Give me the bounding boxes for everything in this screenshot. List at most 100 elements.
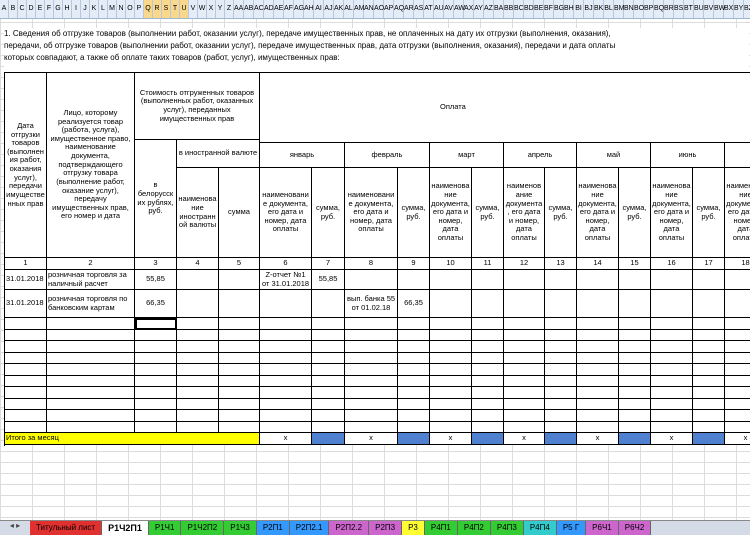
column-letter: P (135, 0, 144, 18)
column-letter: BK (594, 0, 604, 18)
column-letter: AJ (324, 0, 334, 18)
empty-cell (135, 341, 177, 353)
empty-cell (430, 410, 472, 422)
empty-cell (725, 398, 750, 410)
empty-cell (472, 410, 504, 422)
sheet-tab[interactable]: Р4П2 (457, 521, 491, 535)
sheet-tab[interactable]: Р1Ч2П1 (102, 521, 149, 535)
empty-cell (47, 341, 135, 353)
column-letter: Y (216, 0, 225, 18)
column-letter: Q (144, 0, 153, 18)
column-letter: AE (274, 0, 284, 18)
sheet-tab[interactable]: Р6Ч2 (618, 521, 652, 535)
empty-cell (47, 364, 135, 376)
sheet-tab[interactable]: Р4П1 (424, 521, 458, 535)
sheet-tab[interactable]: Р2П2.1 (289, 521, 330, 535)
column-letter: AD (264, 0, 274, 18)
empty-cell (725, 364, 750, 376)
column-number: 16 (651, 258, 693, 270)
empty-cell (472, 270, 504, 290)
total-label: Итого за месяц (5, 433, 260, 445)
sheet-tab[interactable]: Р1Ч2П2 (181, 521, 225, 535)
empty-cell (47, 410, 135, 422)
empty-cell (177, 270, 219, 290)
empty-cell (398, 329, 430, 341)
header-cell (725, 143, 750, 168)
sheet-tab[interactable]: Р2П3 (369, 521, 403, 535)
empty-cell (651, 341, 693, 353)
header-cell: Стоимость отгруженных товаров (выполненн… (135, 73, 260, 140)
empty-cell (345, 410, 398, 422)
empty-cell (260, 421, 312, 433)
column-number: 6 (260, 258, 312, 270)
column-letter: AS (414, 0, 424, 18)
column-letter: BQ (654, 0, 664, 18)
empty-cell (725, 318, 750, 330)
empty-cell (619, 318, 651, 330)
empty-cell (693, 352, 725, 364)
tab-nav[interactable]: ◂ ▸ (9, 521, 21, 530)
empty-cell (260, 352, 312, 364)
column-letter: AU (434, 0, 444, 18)
empty-cell (693, 318, 725, 330)
data-cell: 31.01.2018 (5, 270, 47, 290)
column-letter: AO (374, 0, 384, 18)
empty-cell (725, 410, 750, 422)
empty-cell (47, 387, 135, 399)
sheet-tab[interactable]: Р1Ч3 (224, 521, 257, 535)
column-number: 13 (545, 258, 577, 270)
data-cell: розничная торговля за наличный расчет (47, 270, 135, 290)
empty-cell (430, 270, 472, 290)
data-cell: 55,85 (312, 270, 345, 290)
header-cell: сумма, руб. (545, 168, 577, 258)
empty-cell (398, 410, 430, 422)
sheet-tab[interactable]: Р2П2.2 (329, 521, 370, 535)
empty-cell (135, 398, 177, 410)
empty-cell (260, 410, 312, 422)
empty-cell (545, 318, 577, 330)
column-letter: BF (544, 0, 554, 18)
empty-cell (651, 421, 693, 433)
sheet-tab[interactable]: Р6Ч1 (586, 521, 619, 535)
empty-cell (219, 352, 260, 364)
sheet-tab[interactable]: Титульный лист (30, 521, 103, 535)
column-letter: I (72, 0, 81, 18)
empty-cell (312, 318, 345, 330)
empty-cell (345, 364, 398, 376)
total-sum (472, 433, 504, 445)
empty-cell (177, 329, 219, 341)
sheet-tab[interactable]: Р3 (402, 521, 425, 535)
total-mark: x (504, 433, 545, 445)
sheet-tab[interactable]: Р2П1 (256, 521, 290, 535)
header-cell: сумма, руб. (472, 168, 504, 258)
empty-cell (619, 329, 651, 341)
empty-cell (312, 410, 345, 422)
column-letter: D (27, 0, 36, 18)
empty-cell (398, 270, 430, 290)
empty-cell (619, 410, 651, 422)
empty-cell (545, 290, 577, 318)
empty-cell (430, 387, 472, 399)
empty-cell (651, 290, 693, 318)
total-sum (312, 433, 345, 445)
sheet-tab[interactable]: Р4П4 (523, 521, 557, 535)
empty-cell (545, 364, 577, 376)
empty-cell (504, 387, 545, 399)
empty-cell (472, 387, 504, 399)
column-letter: BI (574, 0, 584, 18)
sheet-tab[interactable]: Р1Ч1 (148, 521, 182, 535)
empty-cell (260, 290, 312, 318)
empty-cell (693, 364, 725, 376)
empty-cell (577, 318, 619, 330)
empty-cell (577, 352, 619, 364)
month-header: март (430, 143, 504, 168)
empty-cell (725, 375, 750, 387)
column-letter: AQ (394, 0, 404, 18)
sheet-tab[interactable]: Р5 Г (556, 521, 587, 535)
empty-cell (545, 375, 577, 387)
data-cell: вып. банка 55 от 01.02.18 (345, 290, 398, 318)
sheet-tab[interactable]: Р4П3 (490, 521, 524, 535)
column-letter: AG (294, 0, 304, 18)
column-letter: AI (314, 0, 324, 18)
column-letter: Z (225, 0, 234, 18)
